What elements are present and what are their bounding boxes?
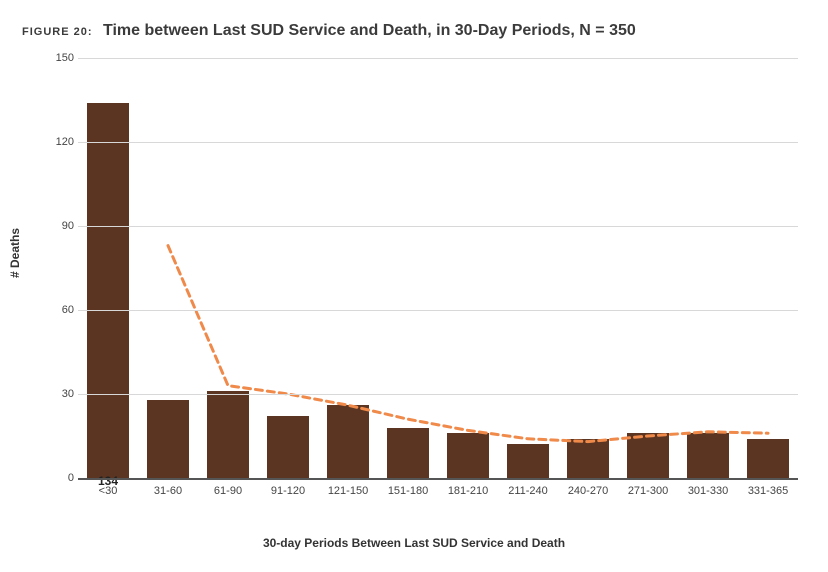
x-tick-label: 151-180 xyxy=(378,485,438,497)
gridline xyxy=(78,142,798,143)
bars-container: 134 xyxy=(78,58,798,478)
gridline xyxy=(78,310,798,311)
x-tick-label: 271-300 xyxy=(618,485,678,497)
bar xyxy=(447,433,489,478)
x-tick-label: 211-240 xyxy=(498,485,558,497)
x-tick-label: 331-365 xyxy=(738,485,798,497)
figure-title: FIGURE 20: Time between Last SUD Service… xyxy=(22,22,806,40)
bar xyxy=(507,444,549,478)
y-tick-label: 150 xyxy=(44,52,74,64)
x-tick-label: 121-150 xyxy=(318,485,378,497)
bar xyxy=(87,103,129,478)
bar xyxy=(207,391,249,478)
gridline xyxy=(78,226,798,227)
gridline xyxy=(78,58,798,59)
x-tick-label: 301-330 xyxy=(678,485,738,497)
y-tick-label: 60 xyxy=(44,304,74,316)
bar xyxy=(567,439,609,478)
chart-area: # Deaths 134 0306090120150 <3031-6061-90… xyxy=(22,58,806,558)
figure-title-text: Time between Last SUD Service and Death,… xyxy=(103,22,636,39)
page: FIGURE 20: Time between Last SUD Service… xyxy=(0,0,828,572)
x-tick-label: 181-210 xyxy=(438,485,498,497)
x-tick-label: <30 xyxy=(78,485,138,497)
bar xyxy=(747,439,789,478)
y-tick-label: 0 xyxy=(44,472,74,484)
figure-prefix: FIGURE 20: xyxy=(22,26,93,38)
y-axis-label: # Deaths xyxy=(8,228,22,278)
x-tick-label: 61-90 xyxy=(198,485,258,497)
x-ticks-container: <3031-6061-9091-120121-150151-180181-210… xyxy=(78,478,798,508)
gridline xyxy=(78,394,798,395)
x-tick-label: 240-270 xyxy=(558,485,618,497)
bar xyxy=(687,433,729,478)
y-tick-label: 120 xyxy=(44,136,74,148)
bar xyxy=(147,400,189,478)
x-tick-label: 91-120 xyxy=(258,485,318,497)
y-tick-label: 90 xyxy=(44,220,74,232)
bar xyxy=(327,405,369,478)
y-tick-label: 30 xyxy=(44,388,74,400)
bar xyxy=(267,416,309,478)
x-axis-label: 30-day Periods Between Last SUD Service … xyxy=(22,536,806,550)
x-tick-label: 31-60 xyxy=(138,485,198,497)
bar xyxy=(627,433,669,478)
bar xyxy=(387,428,429,478)
plot-region: 134 0306090120150 xyxy=(78,58,798,478)
